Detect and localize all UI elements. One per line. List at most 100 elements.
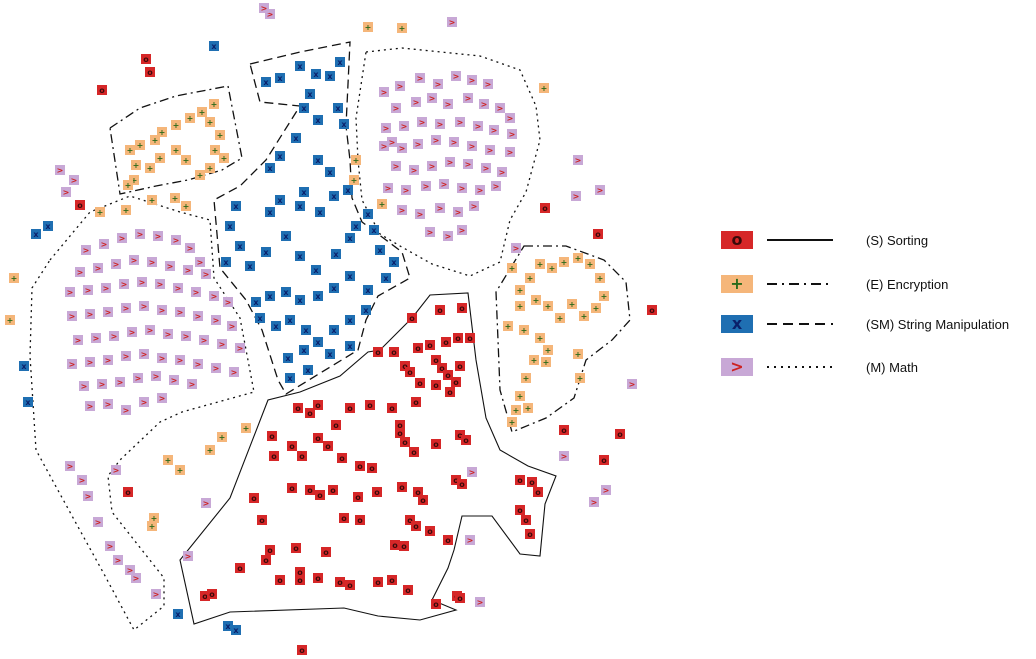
svg-text:+: + xyxy=(97,208,104,217)
svg-text:+: + xyxy=(581,312,588,321)
svg-text:o: o xyxy=(333,421,339,430)
point-string_manipulation-54: x xyxy=(345,315,355,325)
svg-text:+: + xyxy=(543,358,550,367)
svg-text:x: x xyxy=(257,314,263,323)
point-math-70: > xyxy=(83,285,93,295)
svg-text:+: + xyxy=(505,322,512,331)
point-math-51: > xyxy=(443,231,453,241)
svg-text:>: > xyxy=(213,316,220,325)
svg-text:>: > xyxy=(457,118,464,127)
point-sorting-9: o xyxy=(345,580,355,590)
point-sorting-20: o xyxy=(355,515,365,525)
point-math-107: > xyxy=(211,363,221,373)
point-math-33: > xyxy=(427,161,437,171)
svg-text:>: > xyxy=(445,100,452,109)
svg-text:o: o xyxy=(649,306,655,315)
svg-text:x: x xyxy=(211,42,217,51)
svg-text:x: x xyxy=(267,164,273,173)
point-string_manipulation-62: x xyxy=(209,41,219,51)
svg-text:o: o xyxy=(277,576,283,585)
point-math-29: > xyxy=(485,145,495,155)
svg-text:x: x xyxy=(305,366,311,375)
svg-text:o: o xyxy=(399,483,405,492)
svg-text:>: > xyxy=(417,74,424,83)
legend-swatch-string-manipulation xyxy=(721,315,753,333)
point-math-58: > xyxy=(171,235,181,245)
point-math-68: > xyxy=(201,269,211,279)
svg-text:x: x xyxy=(301,104,307,113)
point-math-134: > xyxy=(589,497,599,507)
svg-text:>: > xyxy=(195,312,202,321)
svg-text:>: > xyxy=(139,278,146,287)
svg-text:+: + xyxy=(587,260,594,269)
point-math-72: > xyxy=(119,279,129,289)
point-math-10: > xyxy=(443,99,453,109)
svg-text:>: > xyxy=(401,122,408,131)
point-math-66: > xyxy=(165,261,175,271)
svg-text:>: > xyxy=(177,356,184,365)
svg-text:o: o xyxy=(267,546,273,555)
svg-text:+: + xyxy=(575,350,582,359)
point-sorting-85: o xyxy=(453,333,463,343)
point-string_manipulation-16: x xyxy=(299,187,309,197)
point-math-147: > xyxy=(465,535,475,545)
svg-text:o: o xyxy=(339,454,345,463)
svg-text:o: o xyxy=(289,484,295,493)
point-math-142: > xyxy=(125,565,135,575)
point-string_manipulation-8: x xyxy=(313,115,323,125)
point-math-109: > xyxy=(79,381,89,391)
svg-text:>: > xyxy=(437,204,444,213)
svg-text:>: > xyxy=(147,326,154,335)
svg-text:o: o xyxy=(375,348,381,357)
svg-text:>: > xyxy=(79,476,86,485)
svg-text:>: > xyxy=(113,260,120,269)
svg-text:+: + xyxy=(569,300,576,309)
point-string_manipulation-65: x xyxy=(19,361,29,371)
svg-text:>: > xyxy=(67,462,74,471)
svg-text:o: o xyxy=(259,516,265,525)
point-math-85: > xyxy=(175,307,185,317)
point-encryption-44: + xyxy=(519,325,529,335)
point-math-98: > xyxy=(235,343,245,353)
point-sorting-22: o xyxy=(411,521,421,531)
point-sorting-24: o xyxy=(390,540,400,550)
svg-text:+: + xyxy=(183,156,190,165)
svg-text:x: x xyxy=(263,78,269,87)
point-sorting-87: o xyxy=(407,313,417,323)
point-string_manipulation-18: x xyxy=(265,207,275,217)
svg-text:>: > xyxy=(81,382,88,391)
point-string_manipulation-25: x xyxy=(235,241,245,251)
point-math-55: > xyxy=(117,233,127,243)
point-math-113: > xyxy=(151,371,161,381)
point-math-102: > xyxy=(121,351,131,361)
point-sorting-90: o xyxy=(123,487,133,497)
svg-text:>: > xyxy=(483,164,490,173)
svg-text:x: x xyxy=(25,398,31,407)
point-sorting-55: o xyxy=(395,428,405,438)
point-encryption-22: + xyxy=(181,201,191,211)
point-sorting-89: o xyxy=(457,303,467,313)
svg-text:+: + xyxy=(151,514,158,523)
point-math-40: > xyxy=(421,181,431,191)
svg-text:+: + xyxy=(187,114,194,123)
svg-text:>: > xyxy=(105,356,112,365)
point-math-133: > xyxy=(559,451,569,461)
svg-text:+: + xyxy=(517,302,524,311)
point-sorting-94: o xyxy=(75,200,85,210)
point-sorting-62: o xyxy=(305,408,315,418)
point-math-144: > xyxy=(151,589,161,599)
point-sorting-71: o xyxy=(431,380,441,390)
point-sorting-1: o xyxy=(207,589,217,599)
svg-text:x: x xyxy=(335,104,341,113)
svg-text:o: o xyxy=(389,404,395,413)
point-math-79: > xyxy=(67,311,77,321)
point-math-38: > xyxy=(383,183,393,193)
svg-text:+: + xyxy=(533,296,540,305)
point-sorting-69: o xyxy=(411,397,421,407)
svg-text:x: x xyxy=(301,188,307,197)
svg-text:>: > xyxy=(475,122,482,131)
svg-text:+: + xyxy=(127,146,134,155)
point-string_manipulation-39: x xyxy=(381,273,391,283)
point-math-61: > xyxy=(75,267,85,277)
svg-text:x: x xyxy=(371,226,377,235)
